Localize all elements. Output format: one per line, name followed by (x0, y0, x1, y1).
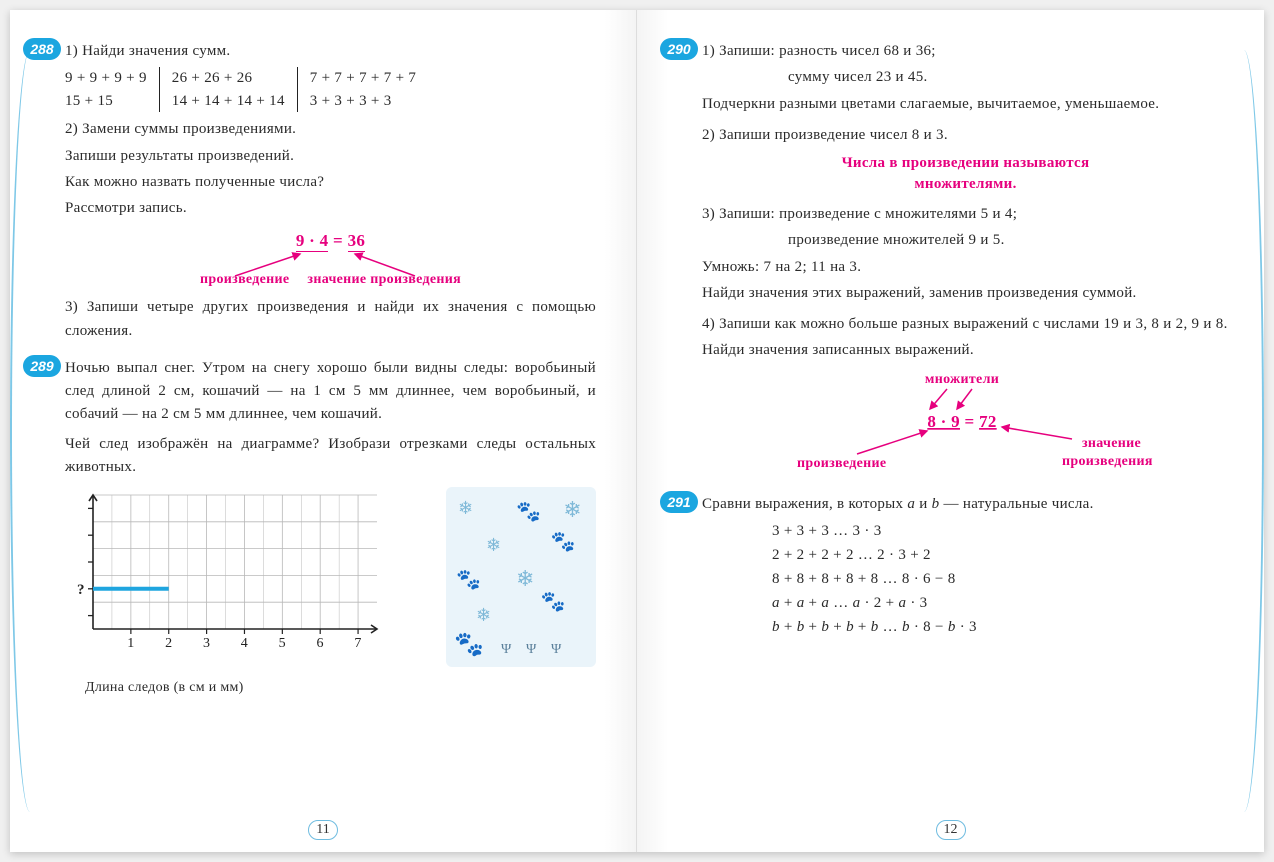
p290-t4a: 4) Запиши как можно больше разных выраже… (702, 313, 1229, 336)
p289-para: Ночью выпал снег. Утром на снегу хорошо … (65, 357, 596, 427)
p290-t4b: Найди значения записанных выражений. (702, 339, 1229, 362)
paw-icon: 🐾 (516, 497, 541, 528)
p290-t3d: Найди значения этих выражений, заменив п… (702, 282, 1229, 305)
p288-line1: 1) Найди значения сумм. (65, 40, 596, 63)
cmp-row: 8 + 8 + 8 + 8 + 8 … 8 · 6 − 8 (772, 567, 1229, 591)
diag-top-label: множители (925, 372, 999, 387)
book-spread: 288 1) Найди значения сумм. 9 + 9 + 9 + … (10, 10, 1264, 852)
p288-formula-block: 9 · 4 = 36 произведение значение (65, 228, 596, 288)
decoration-panel: ❄ ❄ 🐾 ❄ 🐾 🐾 ❄ 🐾 ❄ 🐾 Ψ Ψ Ψ (446, 487, 596, 667)
p288-label-left: произведение (200, 269, 289, 291)
p288-line4: Как можно назвать полученные числа? (65, 171, 596, 194)
svg-text:6: 6 (317, 636, 324, 651)
sum-col-3: 7 + 7 + 7 + 7 + 7 3 + 3 + 3 + 3 (298, 67, 428, 112)
bird-track-icon: Ψ (501, 639, 512, 661)
bird-track-icon: Ψ (526, 639, 537, 661)
p290-rule: Числа в произведении называются множител… (702, 153, 1229, 195)
svg-text:5: 5 (279, 636, 286, 651)
badge-288: 288 (23, 38, 61, 60)
svg-text:4: 4 (241, 636, 248, 651)
snowflake-icon: ❄ (516, 562, 535, 596)
p290-diagram: множители 8 · 9 = 72 произведение значен… (702, 369, 1229, 479)
svg-text:7: 7 (354, 636, 361, 651)
p288-label-right: значение произведения (307, 269, 461, 291)
p290-t3c: Умножь: 7 на 2; 11 на 3. (702, 256, 1229, 279)
badge-289: 289 (23, 355, 61, 377)
problem-288: 288 1) Найди значения сумм. 9 + 9 + 9 + … (65, 40, 596, 343)
p291-intro: Сравни выражения, в которых a и b — нату… (702, 493, 1229, 516)
p290-body: 1) Запиши: разность чисел 68 и 36; сумму… (702, 40, 1229, 479)
p290-t1c: Подчеркни разными цветами слагаемые, выч… (702, 93, 1229, 116)
sum-col-1: 9 + 9 + 9 + 9 15 + 15 (65, 67, 160, 112)
p290-diagram-svg: множители 8 · 9 = 72 произведение значен… (702, 369, 1229, 479)
p289-chart-area: 1 2 3 4 5 6 7? Длина следов (в см и мм) ❄ ❄ 🐾 … (65, 487, 596, 699)
problem-289: 289 Ночью выпал снег. Утром на снегу хор… (65, 357, 596, 699)
page-curve-right (1244, 50, 1264, 812)
p290-t3a: 3) Запиши: произведение с множителями 5 … (702, 203, 1229, 226)
cmp-row: 3 + 3 + 3 … 3 · 3 (772, 519, 1229, 543)
snowflake-icon: ❄ (458, 495, 473, 523)
problem-290: 290 1) Запиши: разность чисел 68 и 36; с… (702, 40, 1229, 479)
sum-col-2: 26 + 26 + 26 14 + 14 + 14 + 14 (160, 67, 298, 112)
p291-body: Сравни выражения, в которых a и b — нату… (702, 493, 1229, 639)
cmp-row: b + b + b + b + b … b · 8 − b · 3 (772, 615, 1229, 639)
snowflake-icon: ❄ (476, 602, 491, 630)
bird-track-icon: Ψ (551, 639, 562, 661)
cmp-row: a + a + a … a · 2 + a · 3 (772, 591, 1229, 615)
paw-icon: 🐾 (551, 527, 576, 558)
snowflake-icon: ❄ (563, 493, 582, 527)
p290-t2: 2) Запиши произведение чисел 8 и 3. (702, 124, 1229, 147)
p288-line3: Запиши результаты произведений. (65, 145, 596, 168)
p289-body: Ночью выпал снег. Утром на снегу хорошо … (65, 357, 596, 699)
problem-291: 291 Сравни выражения, в которых a и b — … (702, 493, 1229, 639)
bar-chart-svg: 1 2 3 4 5 6 7? (65, 487, 385, 667)
badge-291: 291 (660, 491, 698, 513)
cmp-row: 2 + 2 + 2 + 2 … 2 · 3 + 2 (772, 543, 1229, 567)
page-right: 290 1) Запиши: разность чисел 68 и 36; с… (637, 10, 1264, 852)
p288-sum-columns: 9 + 9 + 9 + 9 15 + 15 26 + 26 + 26 14 + … (65, 67, 596, 112)
p288-labels: произведение значение произведения (65, 269, 596, 291)
page-curve-left (10, 50, 30, 812)
diag-bl: произведение (797, 456, 886, 471)
p288-line5: Рассмотри запись. (65, 197, 596, 220)
p289-q: Чей след изображён на диаграмме? Изобраз… (65, 433, 596, 480)
diag-br2: произведения (1062, 454, 1153, 469)
p288-line6: 3) Запиши четыре других произведения и н… (65, 296, 596, 343)
p288-body: 1) Найди значения сумм. 9 + 9 + 9 + 9 15… (65, 40, 596, 343)
svg-text:?: ? (77, 582, 85, 598)
p290-t3b: произведение множителей 9 и 5. (788, 229, 1229, 252)
badge-290: 290 (660, 38, 698, 60)
bar-chart: 1 2 3 4 5 6 7? Длина следов (в см и мм) (65, 487, 438, 699)
axis-title: Длина следов (в см и мм) (85, 677, 438, 699)
p291-compare: 3 + 3 + 3 … 3 · 3 2 + 2 + 2 + 2 … 2 · 3 … (772, 519, 1229, 639)
p290-t1a: 1) Запиши: разность чисел 68 и 36; (702, 40, 1229, 63)
page-left: 288 1) Найди значения сумм. 9 + 9 + 9 + … (10, 10, 637, 852)
p288-formula: 9 · 4 = 36 (296, 231, 365, 252)
diag-br1: значение (1082, 436, 1141, 451)
paw-icon: 🐾 (456, 565, 481, 596)
p288-line2: 2) Замени суммы произведениями. (65, 118, 596, 141)
svg-text:1: 1 (127, 636, 134, 651)
svg-text:3: 3 (203, 636, 210, 651)
p290-t1b: сумму чисел 23 и 45. (788, 66, 1229, 89)
diag-expr: 8 · 9 = 72 (927, 412, 996, 431)
page-number-right: 12 (936, 820, 966, 840)
snowflake-icon: ❄ (486, 532, 501, 560)
svg-text:2: 2 (165, 636, 172, 651)
paw-icon: 🐾 (454, 627, 484, 664)
paw-icon: 🐾 (541, 587, 566, 618)
page-number-left: 11 (308, 820, 338, 840)
